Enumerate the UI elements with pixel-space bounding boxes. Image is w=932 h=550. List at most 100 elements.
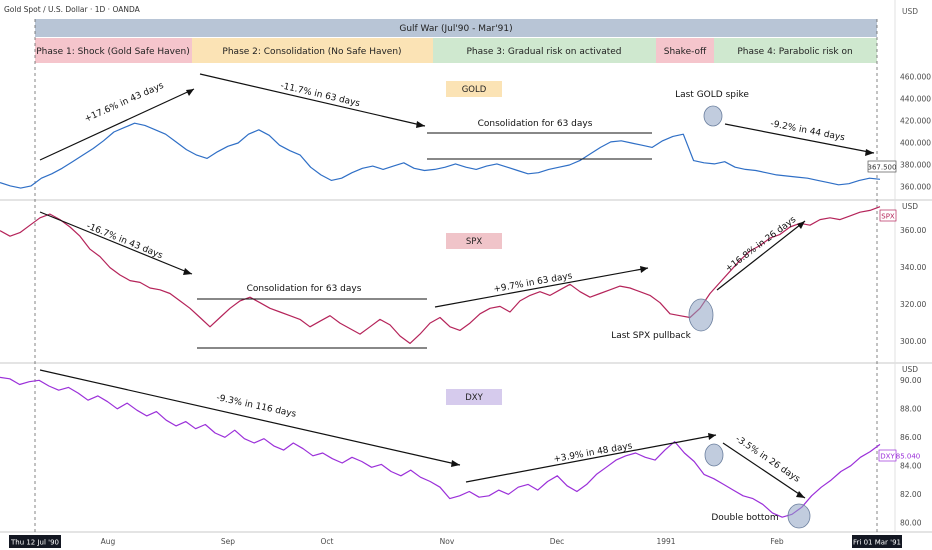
dxy-spike-marker bbox=[704, 443, 724, 467]
gold-series-line bbox=[0, 122, 881, 189]
symbol-title: Gold Spot / U.S. Dollar · 1D · OANDA bbox=[4, 5, 141, 14]
end-date-badge bbox=[852, 535, 902, 548]
spx-series-line bbox=[0, 206, 881, 344]
usd-label: USD bbox=[902, 7, 918, 16]
phase-1-label: Phase 1: Shock (Gold Safe Haven) bbox=[36, 47, 190, 57]
phase-bands: Phase 1: Shock (Gold Safe Haven) Phase 2… bbox=[35, 38, 877, 63]
spx-arrow-rise bbox=[434, 267, 649, 308]
spx-arrow-rise-head bbox=[640, 266, 648, 273]
dxy-ytick-label: 88.00 bbox=[900, 404, 922, 413]
gold-ytick-label: 460.000 bbox=[900, 73, 931, 82]
phase-3-band bbox=[433, 38, 656, 63]
dxy-ann-drop: -9.3% in 116 days bbox=[215, 393, 297, 420]
gold-ytick-label: 360.000 bbox=[900, 183, 931, 192]
dxy-ytick-label: 86.00 bbox=[900, 433, 922, 442]
spx-arrow-final-head bbox=[797, 221, 805, 229]
gulf-war-banner bbox=[35, 19, 877, 37]
spx-ann-pullback: Last SPX pullback bbox=[611, 331, 691, 341]
x-label-1991: 1991 bbox=[656, 537, 675, 546]
dxy-last-value: 85.040 bbox=[896, 453, 921, 461]
dxy-arrow-final bbox=[722, 442, 806, 499]
spx-last-badge bbox=[879, 209, 897, 222]
end-date-label: Fri 01 Mar '91 bbox=[853, 539, 901, 547]
phase-2-band bbox=[192, 38, 433, 63]
gulf-war-banner-title: Gulf War (Jul'90 - Mar'91) bbox=[399, 24, 512, 34]
x-label-aug: Aug bbox=[101, 537, 116, 546]
dxy-ann-final: -3.5% in 26 days bbox=[733, 434, 802, 485]
start-date-badge bbox=[9, 535, 61, 548]
time-axis-labels: Aug Sep Oct Nov Dec 1991 Feb bbox=[101, 537, 784, 546]
gold-last-badge bbox=[867, 160, 897, 173]
spx-ann-drop: -16.7% in 43 days bbox=[85, 222, 164, 262]
spx-arrow-final bbox=[716, 220, 806, 291]
dxy-annotations: -9.3% in 116 days +3.9% in 48 days -3.5%… bbox=[39, 369, 811, 529]
gold-ytick-label: 420.000 bbox=[900, 117, 931, 126]
gold-arrow-rise bbox=[39, 88, 195, 161]
spx-ytick-label: 300.00 bbox=[900, 337, 926, 346]
dxy-ann-double-bottom: Double bottom bbox=[711, 513, 778, 523]
dxy-label-box bbox=[446, 389, 502, 405]
dxy-last-badge bbox=[878, 449, 897, 462]
gold-ann-consolidation: Consolidation for 63 days bbox=[478, 119, 593, 129]
gold-arrow-drop bbox=[199, 73, 426, 127]
usd-label-pane-3: USD bbox=[902, 365, 918, 374]
dxy-arrow-rise-head bbox=[708, 433, 716, 440]
phase-2-label: Phase 2: Consolidation (No Safe Haven) bbox=[222, 47, 401, 57]
phase-1-band bbox=[35, 38, 192, 63]
x-label-dec: Dec bbox=[550, 537, 565, 546]
spx-annotations: -16.7% in 43 days Consolidation for 63 d… bbox=[39, 211, 806, 349]
x-label-oct: Oct bbox=[321, 537, 334, 546]
dxy-ytick-label: 90.00 bbox=[900, 376, 922, 385]
dxy-series-line bbox=[0, 376, 881, 518]
gold-arrow-final-head bbox=[865, 149, 874, 156]
phase-shakeoff-band bbox=[656, 38, 714, 63]
dxy-arrow-drop-head bbox=[451, 460, 460, 467]
x-label-sep: Sep bbox=[221, 537, 235, 546]
dxy-ytick-label: 80.00 bbox=[900, 518, 922, 527]
x-label-feb: Feb bbox=[770, 537, 784, 546]
dxy-arrow-drop bbox=[39, 369, 461, 466]
x-label-nov: Nov bbox=[440, 537, 455, 546]
gold-spike-marker bbox=[703, 105, 723, 127]
spx-ann-consolidation: Consolidation for 63 days bbox=[247, 284, 362, 294]
gold-label-box bbox=[446, 81, 502, 97]
spx-arrow-drop bbox=[39, 211, 193, 275]
spx-ytick-label: 360.00 bbox=[900, 226, 926, 235]
gold-last-value: 367.500 bbox=[868, 164, 897, 172]
spx-ann-final: +16.8% in 26 days bbox=[724, 215, 799, 275]
phase-4-label: Phase 4: Parabolic risk on bbox=[737, 47, 852, 57]
start-date-label: Thu 12 Jul '90 bbox=[10, 539, 59, 547]
spx-arrow-drop-head bbox=[183, 268, 192, 275]
spx-pullback-marker bbox=[688, 298, 714, 332]
gold-arrow-drop-head bbox=[416, 121, 425, 128]
gold-label: GOLD bbox=[462, 85, 487, 95]
last-price-badges: 367.500 SPX DXY 85.040 bbox=[867, 160, 921, 462]
dxy-ann-rise: +3.9% in 48 days bbox=[553, 441, 634, 465]
price-axis-ticks: 360.000 380.000 400.000 420.000 440.000 460.0… bbox=[900, 73, 931, 528]
phase-shakeoff-label: Shake-off bbox=[664, 47, 707, 57]
series-lines bbox=[0, 122, 881, 518]
gold-arrow-rise-head bbox=[186, 89, 194, 96]
dxy-double-bottom-marker bbox=[787, 503, 811, 529]
dxy-ytick-label: 82.00 bbox=[900, 490, 922, 499]
dxy-label: DXY bbox=[465, 393, 483, 403]
gold-ann-rise: +17.6% in 43 days bbox=[83, 81, 166, 125]
spx-ytick-label: 340.00 bbox=[900, 263, 926, 272]
gold-ytick-label: 380.000 bbox=[900, 161, 931, 170]
dxy-arrow-rise bbox=[465, 434, 717, 483]
spx-label-box bbox=[446, 233, 502, 249]
phase-4-band bbox=[714, 38, 877, 63]
spx-ytick-label: 320.00 bbox=[900, 300, 926, 309]
dxy-last-name: DXY bbox=[880, 453, 895, 461]
dxy-ytick-label: 84.00 bbox=[900, 461, 922, 470]
gold-arrow-final bbox=[724, 123, 875, 154]
spx-label: SPX bbox=[466, 237, 483, 247]
usd-label-pane-2: USD bbox=[902, 202, 918, 211]
dxy-arrow-final-head bbox=[796, 491, 805, 498]
spx-last-label: SPX bbox=[881, 213, 895, 221]
spx-ann-rise: +9.7% in 63 days bbox=[493, 271, 574, 295]
gold-ann-spike: Last GOLD spike bbox=[675, 90, 749, 100]
gold-ytick-label: 440.000 bbox=[900, 95, 931, 104]
gold-ytick-label: 400.000 bbox=[900, 139, 931, 148]
